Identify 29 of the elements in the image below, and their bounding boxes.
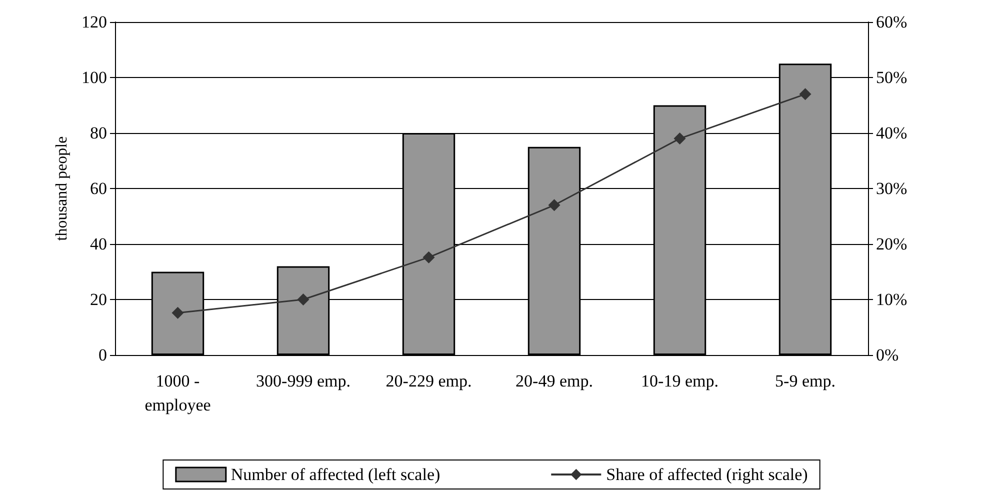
x-tick-label: 20-49 emp.: [516, 372, 593, 390]
y2-tick-label: 20%: [876, 234, 908, 254]
y-tick-label: 100: [82, 68, 107, 87]
y2-tick-label: 40%: [876, 124, 908, 142]
y2-tick-label: 10%: [876, 290, 908, 309]
x-tick-label: 300-999 emp.: [256, 372, 350, 390]
y-tick-label: 0: [98, 346, 107, 364]
point: [297, 294, 310, 306]
y-tick-label: 60: [90, 179, 107, 198]
legend-label: Share of affected (right scale): [606, 465, 808, 484]
x-tick-label: 5-9 emp.: [775, 372, 836, 390]
point: [548, 199, 560, 212]
y-tick-label: 40: [90, 234, 107, 254]
point: [172, 306, 184, 319]
y-tick-label: 80: [90, 124, 107, 142]
y2-tick-label: 60%: [876, 12, 908, 32]
point: [799, 88, 812, 100]
y-tick-label: 120: [82, 12, 107, 32]
legend-label: Number of affected (left scale): [230, 465, 440, 484]
x-tick-label: 1000 - employee: [144, 372, 211, 414]
y-axis-title: thousand people: [54, 136, 70, 241]
y-tick-label: 20: [90, 290, 107, 309]
y2-tick-label: 0%: [876, 346, 899, 364]
y2-tick-label: 30%: [876, 179, 908, 198]
point: [674, 132, 686, 145]
x-tick-label: 20-229 emp.: [386, 372, 472, 390]
point: [422, 251, 435, 264]
x-tick-label: 10-19 emp.: [641, 372, 718, 390]
y2-tick-label: 50%: [876, 68, 908, 87]
